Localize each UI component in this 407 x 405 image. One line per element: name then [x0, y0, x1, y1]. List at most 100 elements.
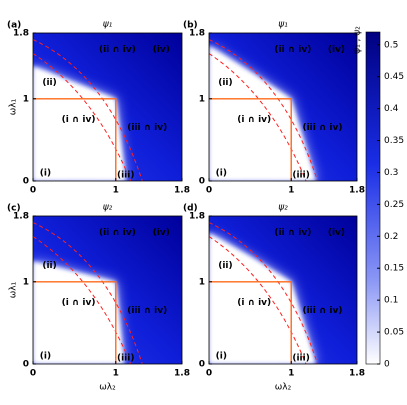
- panel-title: ψ₁: [103, 20, 113, 30]
- boundary-curve: [33, 39, 143, 181]
- region-label: (i ∩ iv): [237, 298, 271, 308]
- x-axis-label: ωλ₂: [99, 383, 116, 393]
- region-label: (ii ∩ iv): [274, 45, 311, 55]
- x-tick-label: 1.8: [174, 186, 190, 196]
- region-label: (iii): [292, 354, 309, 364]
- region-label: (i ∩ iv): [62, 115, 96, 125]
- region-label: (i ∩ iv): [62, 298, 96, 308]
- region-label: (i): [216, 168, 227, 178]
- boundary-curve: [33, 53, 132, 181]
- colorbar-tick-label: 0.45: [384, 72, 404, 82]
- colorbar-tick-label: 0: [384, 360, 390, 370]
- x-tick-label: 0: [206, 369, 212, 379]
- region-label: (iv): [328, 45, 345, 55]
- region-label: (iii): [292, 171, 309, 181]
- x-tick-label: 1: [288, 186, 294, 196]
- region-label: (iv): [153, 45, 170, 55]
- boundary-curve: [33, 222, 143, 364]
- region-boundary: [209, 98, 292, 181]
- boundary-curve: [209, 236, 307, 364]
- low-region: [209, 232, 316, 364]
- colorbar-tick-label: 0.1: [384, 296, 398, 306]
- region-label: (iii ∩ iv): [302, 306, 342, 316]
- region-label: (ii ∩ iv): [99, 228, 136, 238]
- region-boundary: [33, 281, 117, 364]
- colorbar-tick-label: 0.15: [384, 264, 404, 274]
- colorbar-tick-label: 0.3: [384, 168, 398, 178]
- y-tick-label: 1: [199, 277, 205, 287]
- region-boundary: [209, 281, 292, 364]
- plot-frame: [32, 32, 183, 182]
- panel-label: (a): [7, 21, 21, 31]
- y-tick-label: 0: [199, 177, 205, 187]
- plot-frame: [208, 32, 358, 182]
- y-tick-label: 1.8: [189, 29, 205, 39]
- x-tick-label: 0: [30, 186, 36, 196]
- y-tick-label: 0: [23, 360, 29, 370]
- y-tick-label: 0: [199, 360, 205, 370]
- region-label: (i): [40, 351, 51, 361]
- region-label: (ii): [42, 78, 56, 88]
- heatmap: [33, 216, 182, 364]
- y-tick-label: 1.8: [189, 212, 205, 222]
- heatmap: [209, 216, 357, 364]
- region-label: (i ∩ iv): [237, 115, 271, 125]
- colorbar-tick-label: 0.4: [384, 104, 399, 114]
- low-region: [33, 261, 125, 364]
- region-label: (i): [40, 168, 51, 178]
- boundary-curve: [209, 39, 319, 181]
- x-tick-label: 1.8: [349, 369, 365, 379]
- panel-label: (b): [183, 21, 198, 31]
- boundary-curve: [209, 222, 319, 364]
- colorbar-tick-label: 0.35: [384, 136, 404, 146]
- panel-title: ψ₂: [103, 203, 113, 213]
- panel-title: ψ₁: [278, 20, 288, 30]
- x-axis-label: ωλ₂: [275, 383, 292, 393]
- region-label: (iii): [117, 171, 134, 181]
- region-label: (i): [216, 351, 227, 361]
- y-axis-label: ωλ₁: [9, 281, 19, 298]
- region-label: (iii ∩ iv): [127, 306, 167, 316]
- x-tick-label: 1.8: [349, 186, 365, 196]
- y-tick-label: 1: [23, 277, 29, 287]
- heatmap: [33, 33, 182, 181]
- x-tick-label: 1.8: [174, 369, 190, 379]
- y-tick-label: 0: [23, 177, 29, 187]
- x-tick-label: 0: [206, 186, 212, 196]
- y-tick-label: 1.8: [13, 29, 29, 39]
- panel-label: (d): [183, 204, 198, 214]
- region-label: (iii ∩ iv): [127, 123, 167, 133]
- low-region: [209, 45, 316, 181]
- colorbar-label: ψ₁ , ψ₂: [353, 26, 363, 54]
- region-label: (iv): [328, 228, 345, 238]
- region-label: (ii ∩ iv): [99, 45, 136, 55]
- y-axis-label: ωλ₁: [9, 98, 19, 115]
- region-label: (iv): [153, 228, 170, 238]
- panel-title: ψ₂: [278, 203, 288, 213]
- boundary-curve: [209, 53, 307, 181]
- region-label: (ii): [218, 78, 232, 88]
- y-tick-label: 1.8: [13, 212, 29, 222]
- colorbar: [365, 31, 381, 365]
- colorbar-tick-label: 0.05: [384, 328, 404, 338]
- region-label: (ii ∩ iv): [274, 228, 311, 238]
- heatmap: [209, 33, 357, 181]
- region-label: (ii): [42, 261, 56, 271]
- region-label: (iii): [117, 354, 134, 364]
- y-tick-label: 1: [199, 94, 205, 104]
- low-region: [33, 65, 126, 181]
- colorbar-tick-label: 0.5: [384, 40, 398, 50]
- y-tick-label: 1: [23, 94, 29, 104]
- colorbar-tick-label: 0.2: [384, 232, 398, 242]
- region-label: (iii ∩ iv): [302, 123, 342, 133]
- x-tick-label: 1: [113, 186, 119, 196]
- x-tick-label: 1: [113, 369, 119, 379]
- colorbar-tick-label: 0.25: [384, 200, 404, 210]
- panel-label: (c): [7, 204, 21, 214]
- boundary-curve: [33, 236, 132, 364]
- plot-frame: [208, 215, 358, 365]
- x-tick-label: 1: [288, 369, 294, 379]
- x-tick-label: 0: [30, 369, 36, 379]
- region-boundary: [33, 98, 117, 181]
